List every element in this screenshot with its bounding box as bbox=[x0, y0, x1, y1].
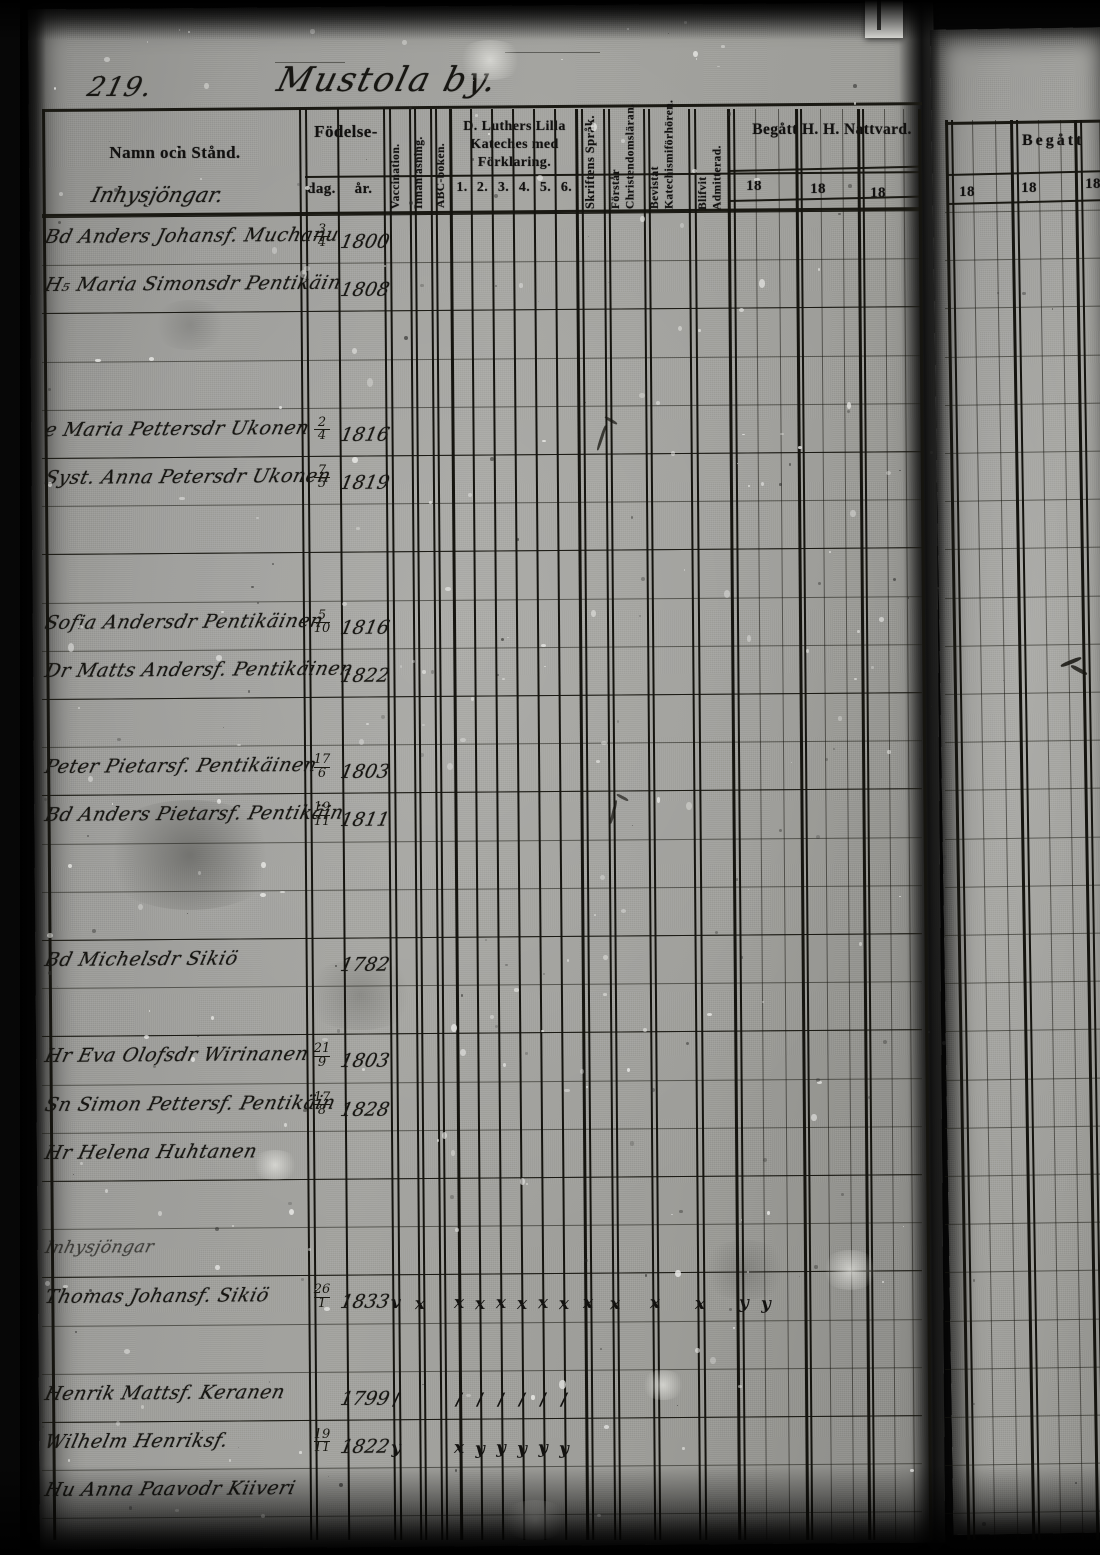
attendance-mark: x bbox=[609, 1293, 621, 1315]
row-name: Wilhelm Henriksf. bbox=[42, 1429, 231, 1453]
attendance-mark: / bbox=[539, 1389, 547, 1410]
birth-day-fraction: 19 11 bbox=[313, 800, 331, 829]
row-name: Henrik Mattsf. Keranen bbox=[42, 1380, 288, 1405]
attendance-mark: y bbox=[537, 1437, 549, 1459]
row-name: Thomas Johansf. Sikiö bbox=[42, 1284, 272, 1309]
attendance-mark: x bbox=[582, 1293, 594, 1314]
attendance-mark: y bbox=[495, 1437, 507, 1459]
attendance-mark: x bbox=[453, 1293, 465, 1314]
attendance-mark: / bbox=[455, 1389, 463, 1410]
attendance-mark: x bbox=[474, 1293, 486, 1315]
header-right-year-2: 18 bbox=[1021, 180, 1037, 196]
attendance-mark: v bbox=[390, 1293, 402, 1314]
attendance-mark: y bbox=[760, 1293, 772, 1315]
attendance-mark: / bbox=[560, 1390, 568, 1411]
row-name: Sofia Andersdr Pentikäinen bbox=[42, 609, 326, 634]
row-name: Inhysjöngar bbox=[43, 1237, 157, 1259]
attendance-mark: y bbox=[516, 1438, 528, 1459]
attendance-mark: x bbox=[537, 1293, 549, 1314]
birth-day-fraction: 26 1 bbox=[313, 1282, 331, 1311]
birth-year: 1833 bbox=[338, 1291, 392, 1314]
attendance-mark: x bbox=[516, 1293, 528, 1315]
attendance-mark: y bbox=[474, 1438, 486, 1459]
birth-day-fraction: 17 8 bbox=[313, 1089, 331, 1118]
row-name: Bd Anders Pietarsf. Pentikäin bbox=[42, 802, 347, 827]
birth-year: 1808 bbox=[338, 278, 392, 302]
birth-year: 1803 bbox=[338, 1050, 392, 1073]
row-name: Syst. Anna Petersdr Ukonen bbox=[42, 464, 334, 489]
header-name-col: Namn och Stånd. bbox=[109, 143, 241, 162]
birth-year: 1811 bbox=[338, 809, 392, 832]
attendance-mark: / bbox=[476, 1390, 484, 1411]
attendance-mark: x bbox=[414, 1293, 426, 1315]
row-name: Bd Michelsdr Sikiö bbox=[42, 947, 241, 971]
birth-day-fraction: 21 9 bbox=[313, 1041, 331, 1070]
birth-year: 1803 bbox=[338, 760, 392, 784]
attendance-mark: y bbox=[390, 1437, 402, 1459]
attendance-mark: x bbox=[694, 1293, 706, 1315]
birth-day-fraction: 5 10 bbox=[313, 607, 331, 636]
row-name: Dr Matts Andersf. Pentikäinen bbox=[42, 657, 356, 682]
birth-year: 1800 bbox=[338, 230, 392, 253]
header-right-year-1: 18 bbox=[959, 184, 975, 200]
birth-year: 1819 bbox=[338, 471, 392, 494]
birth-year: 1822 bbox=[338, 1435, 392, 1458]
birth-year: 1828 bbox=[338, 1098, 392, 1121]
birth-day-fraction: 17 6 bbox=[313, 752, 331, 781]
attendance-mark: x bbox=[453, 1437, 465, 1459]
row-name: Hr Eva Olofsdr Wirinanen bbox=[42, 1043, 312, 1068]
attendance-mark: y bbox=[738, 1293, 750, 1314]
attendance-mark: / bbox=[392, 1389, 400, 1410]
birth-year: 1782 bbox=[338, 953, 392, 976]
header-right-year-3: 18 bbox=[1085, 176, 1100, 192]
attendance-mark: x bbox=[649, 1293, 661, 1314]
birth-year: 1822 bbox=[338, 664, 392, 687]
row-name: Hu Anna Paavodr Kiiveri bbox=[42, 1477, 298, 1502]
row-name: Bd Anders Johansf. Muchanu bbox=[42, 223, 342, 248]
row-name: Peter Pietarsf. Pentikäinen bbox=[42, 754, 320, 779]
row-name: e Maria Pettersdr Ukonen bbox=[42, 416, 312, 441]
birth-year: 1799 bbox=[338, 1387, 392, 1410]
row-name: Sn Simon Pettersf. Pentikäin bbox=[42, 1091, 338, 1116]
attendance-mark: / bbox=[518, 1390, 526, 1411]
attendance-mark: x bbox=[558, 1293, 570, 1315]
header-birth-year: år. bbox=[354, 181, 373, 197]
attendance-mark: y bbox=[558, 1438, 570, 1459]
birth-year: 1816 bbox=[338, 423, 392, 446]
birth-day-fraction: 19 11 bbox=[313, 1427, 331, 1456]
header-right-communion-group: Begått bbox=[1022, 132, 1085, 149]
row-name: H₅ Maria Simonsdr Pentikäin bbox=[42, 271, 344, 297]
birth-year: 1816 bbox=[338, 616, 392, 639]
row-name: Hr Helena Huhtanen bbox=[42, 1140, 260, 1164]
attendance-mark: x bbox=[495, 1293, 507, 1314]
attendance-mark: / bbox=[497, 1389, 505, 1410]
